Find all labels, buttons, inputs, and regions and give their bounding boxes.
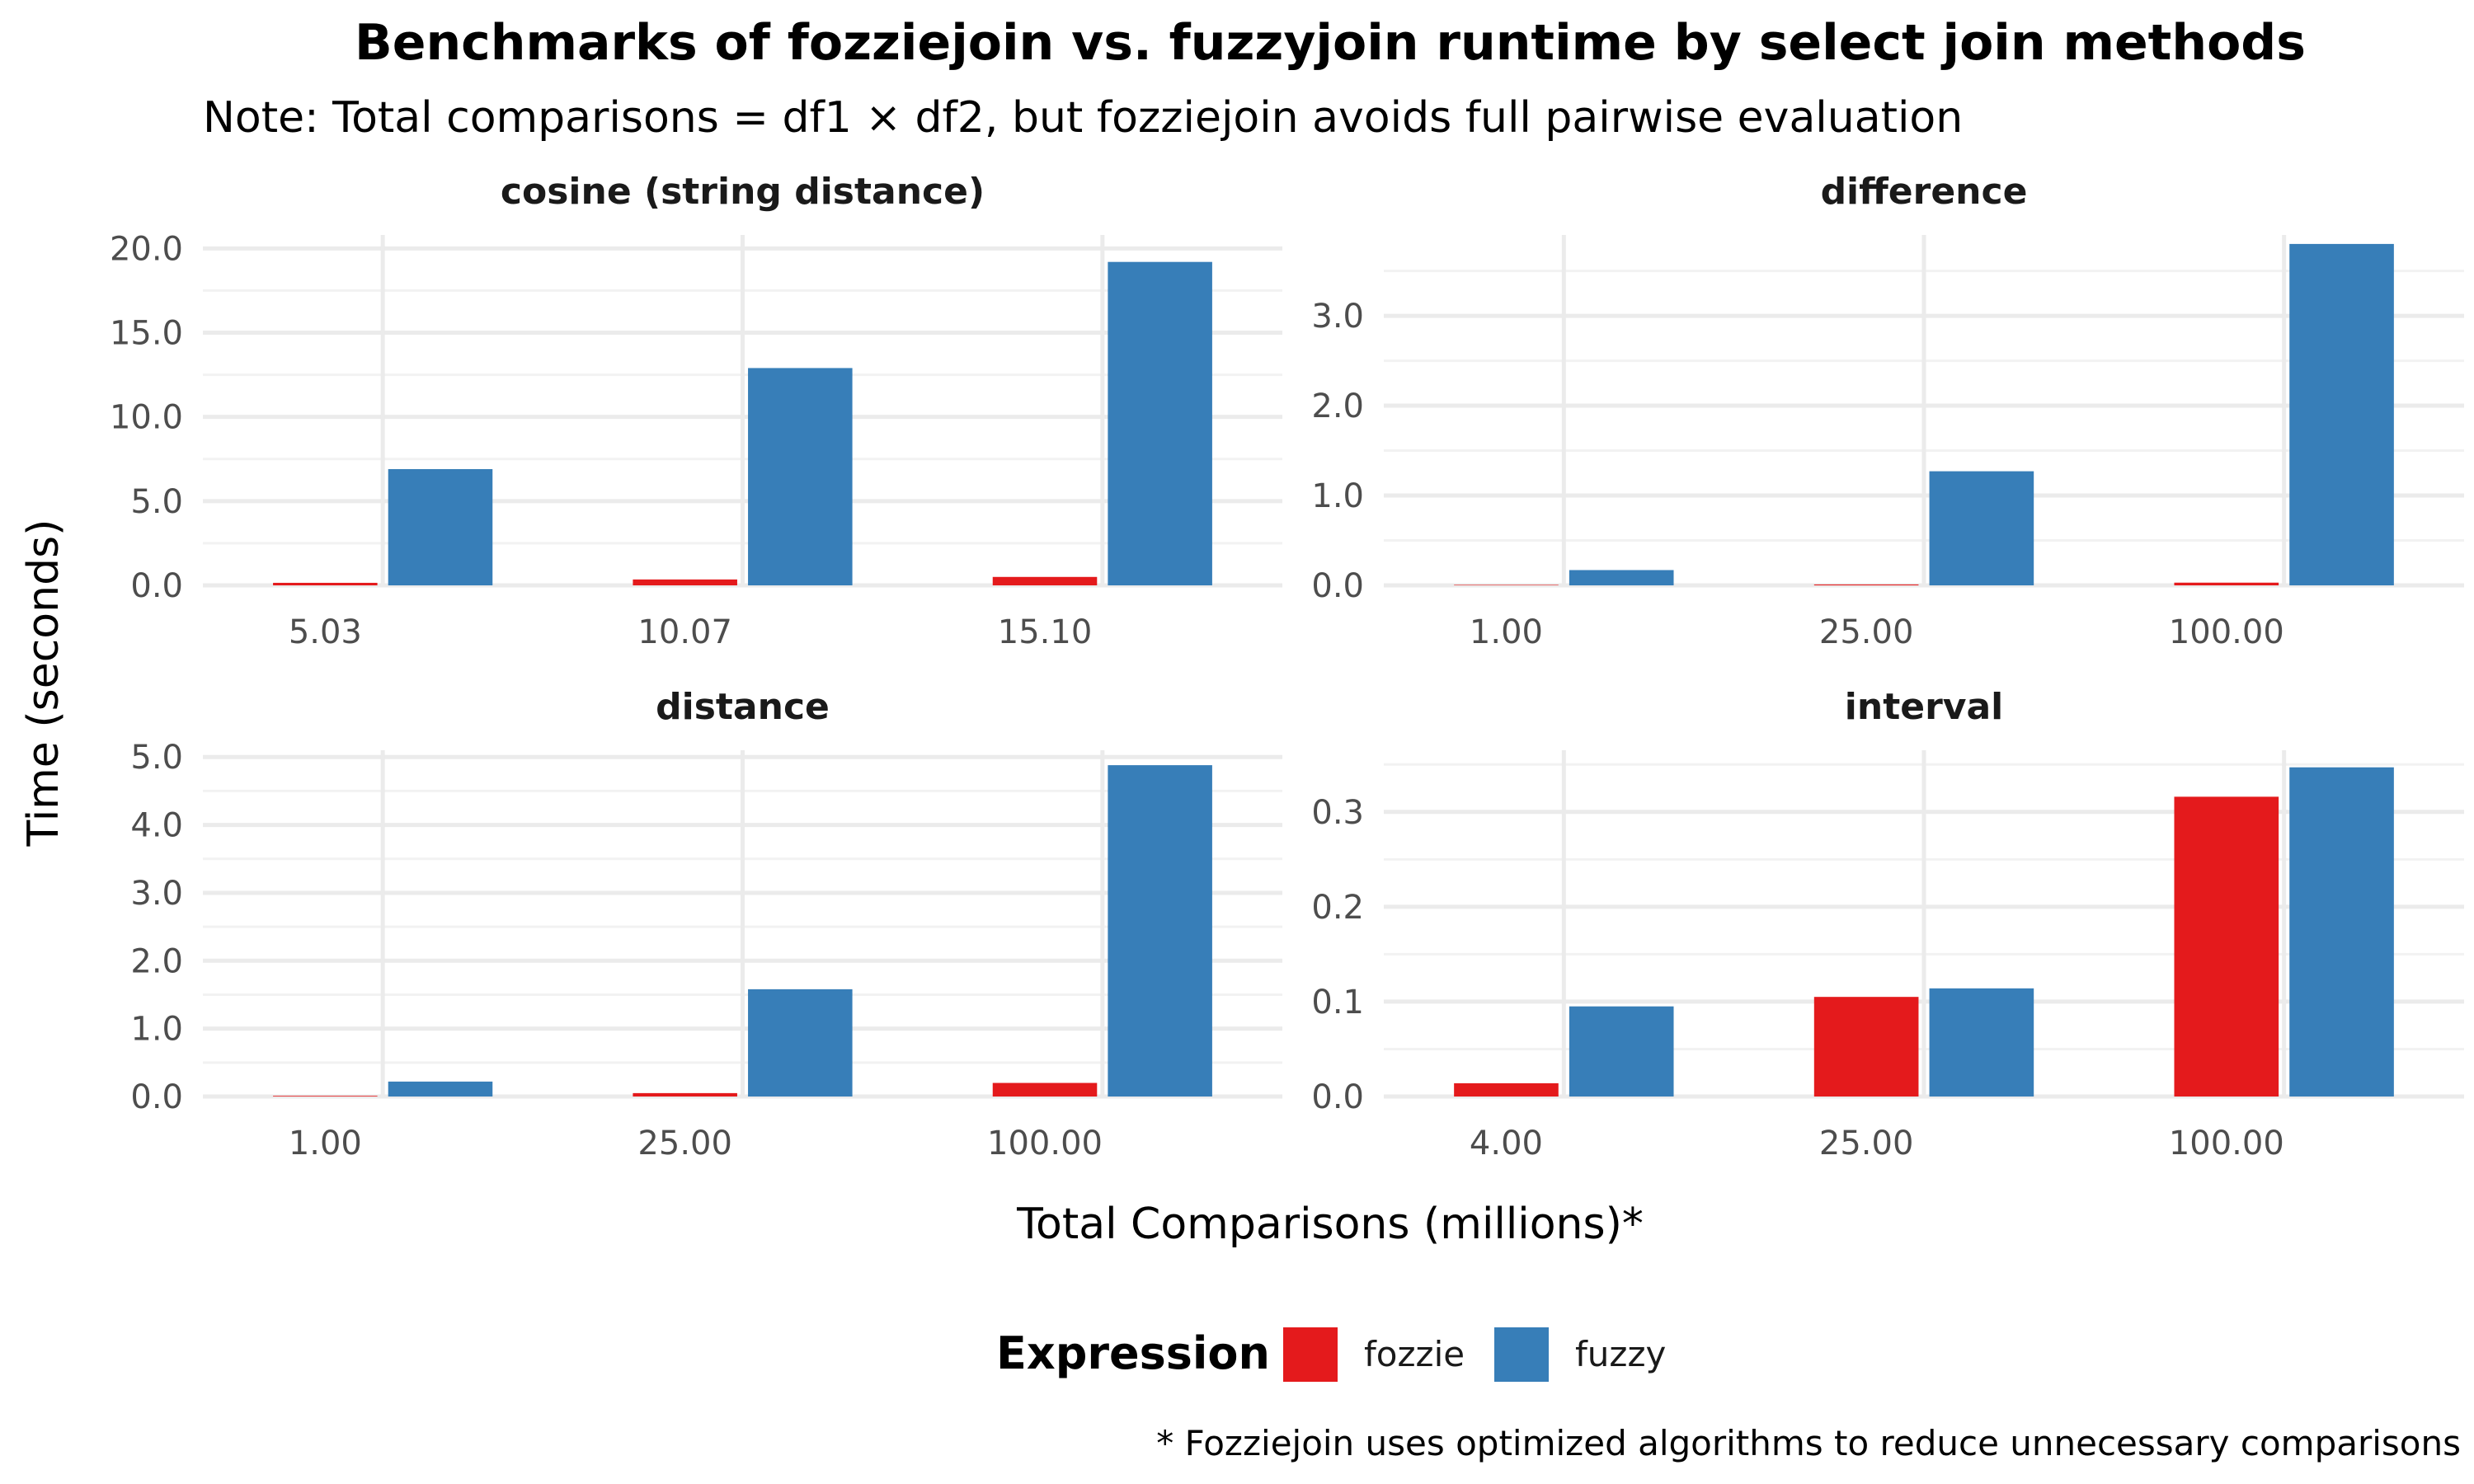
bar-fuzzy xyxy=(388,1081,493,1097)
bar-fozzie xyxy=(273,1096,378,1097)
bar-fuzzy xyxy=(2289,243,2394,585)
bar-fuzzy xyxy=(1929,471,2034,585)
y-tick-label: 1.0 xyxy=(1311,477,1364,515)
legend: Expression fozzie fuzzy xyxy=(996,1327,1666,1382)
x-tick-label: 5.03 xyxy=(289,613,362,651)
facet-panel: 0.0 1.0 2.0 3.0 1.00 25.00 100.00 difference xyxy=(1311,171,2464,651)
legend-label-fuzzy: fuzzy xyxy=(1575,1334,1666,1374)
x-tick-label: 10.07 xyxy=(637,613,732,651)
y-tick-label: 3.0 xyxy=(1311,298,1364,336)
y-tick-label: 0.3 xyxy=(1311,794,1364,832)
x-axis-title: Total Comparisons (millions)* xyxy=(1016,1200,1644,1249)
y-tick-label: 5.0 xyxy=(130,483,183,521)
bar-fozzie xyxy=(633,579,737,585)
y-tick-label: 0.0 xyxy=(130,1078,183,1116)
legend-label-fozzie: fozzie xyxy=(1364,1334,1465,1374)
y-tick-label: 3.0 xyxy=(130,875,183,913)
facet-title: difference xyxy=(1821,171,2028,213)
y-tick-label: 10.0 xyxy=(110,399,183,437)
bar-fuzzy xyxy=(1929,988,2034,1097)
y-tick-label: 0.0 xyxy=(1311,1078,1364,1116)
chart-caption: * Fozziejoin uses optimized algorithms t… xyxy=(1156,1423,2461,1463)
x-tick-label: 25.00 xyxy=(1819,613,1914,651)
x-tick-label: 1.00 xyxy=(289,1125,362,1162)
bar-fuzzy xyxy=(1108,765,1212,1097)
bar-fozzie xyxy=(992,1082,1098,1097)
bar-fuzzy xyxy=(2289,767,2394,1097)
bar-fuzzy xyxy=(1569,1006,1674,1097)
legend-key-fuzzy xyxy=(1494,1327,1549,1382)
x-tick-label: 100.00 xyxy=(2169,613,2284,651)
bar-fozzie xyxy=(2174,582,2279,585)
facet-title: cosine (string distance) xyxy=(501,171,985,213)
legend-key-fozzie xyxy=(1283,1327,1338,1382)
y-tick-label: 0.0 xyxy=(130,567,183,605)
x-tick-label: 100.00 xyxy=(987,1125,1103,1162)
y-tick-label: 4.0 xyxy=(130,807,183,845)
facet-panel: 0.0 5.0 10.0 15.0 20.0 5.03 10.07 15.10 cosine (… xyxy=(110,171,1282,651)
facet-panel: 0.0 0.1 0.2 0.3 4.00 25.00 100.00 interval xyxy=(1311,686,2464,1162)
bar-fuzzy xyxy=(748,989,853,1097)
y-tick-label: 0.0 xyxy=(1311,567,1364,605)
y-tick-label: 15.0 xyxy=(110,315,183,353)
y-tick-label: 2.0 xyxy=(130,942,183,980)
bar-fuzzy xyxy=(1108,261,1212,585)
legend-title: Expression xyxy=(996,1327,1270,1379)
bar-fuzzy xyxy=(748,368,853,585)
y-tick-label: 2.0 xyxy=(1311,387,1364,425)
chart-subtitle: Note: Total comparisons = df1 × df2, but… xyxy=(203,93,1963,143)
bar-fuzzy xyxy=(1569,570,1674,585)
bar-fozzie xyxy=(1813,997,1919,1097)
y-tick-label: 5.0 xyxy=(130,739,183,777)
y-tick-label: 1.0 xyxy=(130,1011,183,1049)
x-tick-label: 15.10 xyxy=(998,613,1093,651)
bar-fuzzy xyxy=(388,469,493,585)
x-tick-label: 1.00 xyxy=(1470,613,1543,651)
x-tick-label: 4.00 xyxy=(1470,1125,1543,1162)
bar-fozzie xyxy=(633,1092,737,1097)
bar-fozzie xyxy=(273,582,378,585)
facet-panel: 0.0 1.0 2.0 3.0 4.0 5.0 1.00 25.00 100.00 distanc… xyxy=(130,686,1282,1162)
bar-fozzie xyxy=(992,576,1098,585)
bar-fozzie xyxy=(2174,796,2279,1097)
x-tick-label: 25.00 xyxy=(637,1125,732,1162)
facet-panels: 0.0 5.0 10.0 15.0 20.0 5.03 10.07 15.10 cosine (… xyxy=(110,171,2464,1162)
x-tick-label: 25.00 xyxy=(1819,1125,1914,1162)
bar-fozzie xyxy=(1454,1082,1559,1097)
x-tick-label: 100.00 xyxy=(2169,1125,2284,1162)
y-axis-title: Time (seconds) xyxy=(19,519,68,848)
y-tick-label: 0.1 xyxy=(1311,984,1364,1021)
chart-title: Benchmarks of fozziejoin vs. fuzzyjoin r… xyxy=(355,14,2306,72)
facet-title: distance xyxy=(656,686,830,728)
y-tick-label: 0.2 xyxy=(1311,889,1364,927)
facet-title: interval xyxy=(1845,686,2003,728)
y-tick-label: 20.0 xyxy=(110,230,183,268)
